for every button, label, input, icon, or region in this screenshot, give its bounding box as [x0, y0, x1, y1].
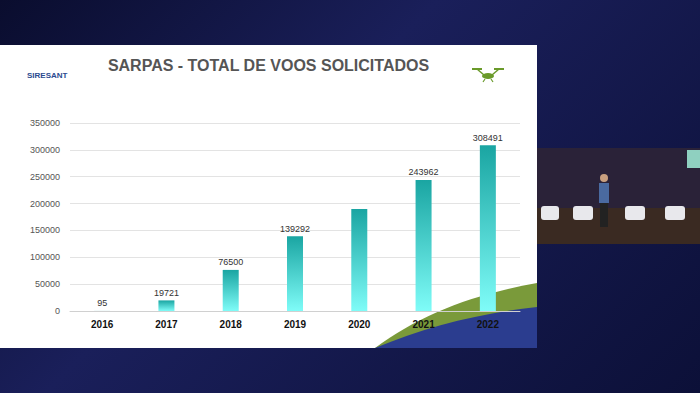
svg-text:19721: 19721: [154, 288, 179, 298]
svg-text:139292: 139292: [280, 224, 310, 234]
svg-text:350000: 350000: [30, 118, 60, 128]
svg-text:308491: 308491: [473, 133, 503, 143]
svg-text:76500: 76500: [218, 257, 243, 267]
svg-text:2018: 2018: [220, 319, 243, 330]
svg-text:243962: 243962: [409, 167, 439, 177]
svg-text:250000: 250000: [30, 172, 60, 182]
svg-text:SARPAS - TOTAL DE VOOS SOLICIT: SARPAS - TOTAL DE VOOS SOLICITADOS: [108, 57, 430, 74]
svg-text:150000: 150000: [30, 225, 60, 235]
svg-text:50000: 50000: [35, 279, 60, 289]
svg-text:2016: 2016: [91, 319, 114, 330]
svg-text:2019: 2019: [284, 319, 307, 330]
svg-text:2022: 2022: [477, 319, 500, 330]
svg-text:2017: 2017: [155, 319, 178, 330]
svg-text:95: 95: [97, 298, 107, 308]
svg-text:200000: 200000: [30, 199, 60, 209]
svg-text:0: 0: [55, 306, 60, 316]
svg-text:2021: 2021: [412, 319, 435, 330]
svg-text:2020: 2020: [348, 319, 371, 330]
svg-text:300000: 300000: [30, 145, 60, 155]
svg-text:100000: 100000: [30, 252, 60, 262]
svg-text:SIRESANT: SIRESANT: [27, 71, 68, 80]
